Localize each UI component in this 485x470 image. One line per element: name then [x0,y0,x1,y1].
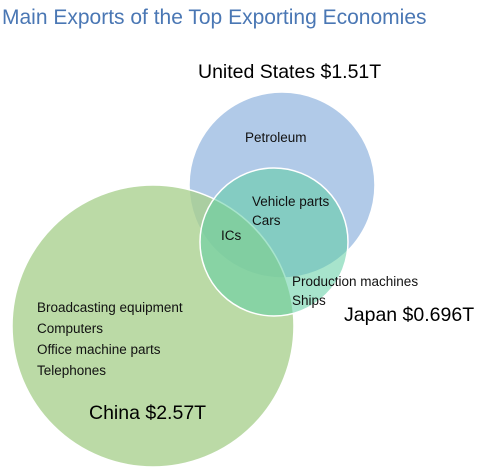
us-japan-export-item: Vehicle parts [252,194,330,209]
common-export-item: ICs [221,228,242,243]
japan-circle [199,167,349,317]
china-label: China $2.57T [89,402,206,424]
us-japan-export-item: Cars [252,213,281,228]
chart-title: Main Exports of the Top Exporting Econom… [2,6,427,29]
japan-export-item: Production machines [292,274,418,289]
china-export-item: Computers [37,321,103,336]
china-export-item: Office machine parts [37,342,161,357]
japan-label: Japan $0.696T [344,304,474,326]
us-label: United States $1.51T [198,61,381,83]
china-export-item: Telephones [37,363,106,378]
china-export-item: Broadcasting equipment [37,300,183,315]
japan-export-item: Ships [292,293,326,308]
us-export-item: Petroleum [245,130,307,145]
